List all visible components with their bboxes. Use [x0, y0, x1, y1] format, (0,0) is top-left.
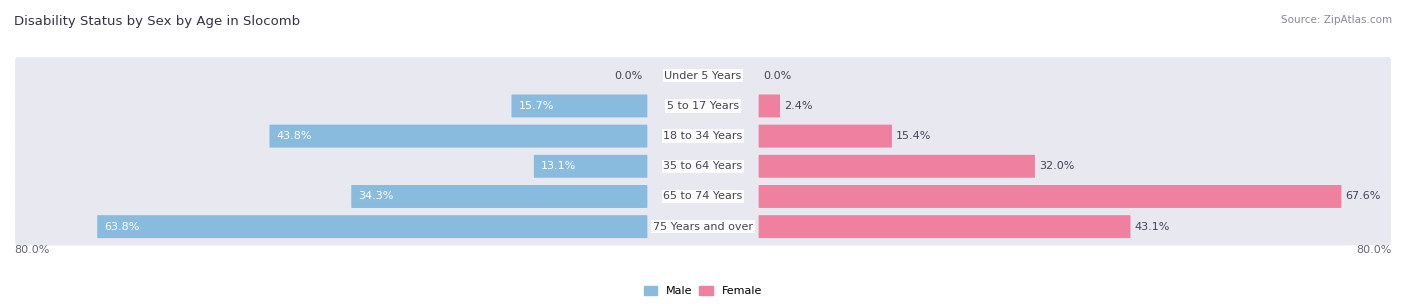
Text: Source: ZipAtlas.com: Source: ZipAtlas.com [1281, 15, 1392, 25]
FancyBboxPatch shape [534, 155, 647, 178]
Legend: Male, Female: Male, Female [640, 282, 766, 301]
Text: 15.7%: 15.7% [519, 101, 554, 111]
Text: 2.4%: 2.4% [785, 101, 813, 111]
Text: 63.8%: 63.8% [104, 222, 139, 232]
Text: 80.0%: 80.0% [1357, 245, 1392, 255]
FancyBboxPatch shape [15, 208, 1391, 245]
FancyBboxPatch shape [15, 178, 1391, 215]
FancyBboxPatch shape [15, 147, 1391, 185]
Text: Disability Status by Sex by Age in Slocomb: Disability Status by Sex by Age in Sloco… [14, 15, 301, 28]
Text: 15.4%: 15.4% [896, 131, 931, 141]
Text: 67.6%: 67.6% [1346, 192, 1381, 202]
Text: 0.0%: 0.0% [614, 71, 643, 81]
Text: 13.1%: 13.1% [541, 161, 576, 171]
Text: 5 to 17 Years: 5 to 17 Years [666, 101, 740, 111]
FancyBboxPatch shape [15, 87, 1391, 125]
FancyBboxPatch shape [759, 125, 891, 147]
Text: 43.8%: 43.8% [277, 131, 312, 141]
FancyBboxPatch shape [512, 95, 647, 117]
FancyBboxPatch shape [759, 215, 1130, 238]
FancyBboxPatch shape [759, 155, 1035, 178]
FancyBboxPatch shape [97, 215, 647, 238]
FancyBboxPatch shape [759, 185, 1341, 208]
Text: 18 to 34 Years: 18 to 34 Years [664, 131, 742, 141]
Text: 34.3%: 34.3% [359, 192, 394, 202]
Text: 43.1%: 43.1% [1135, 222, 1170, 232]
FancyBboxPatch shape [15, 57, 1391, 95]
FancyBboxPatch shape [270, 125, 647, 147]
Text: 35 to 64 Years: 35 to 64 Years [664, 161, 742, 171]
FancyBboxPatch shape [15, 117, 1391, 155]
FancyBboxPatch shape [759, 95, 780, 117]
Text: Under 5 Years: Under 5 Years [665, 71, 741, 81]
Text: 80.0%: 80.0% [14, 245, 49, 255]
Text: 32.0%: 32.0% [1039, 161, 1074, 171]
FancyBboxPatch shape [352, 185, 647, 208]
Text: 65 to 74 Years: 65 to 74 Years [664, 192, 742, 202]
Text: 75 Years and over: 75 Years and over [652, 222, 754, 232]
Text: 0.0%: 0.0% [763, 71, 792, 81]
